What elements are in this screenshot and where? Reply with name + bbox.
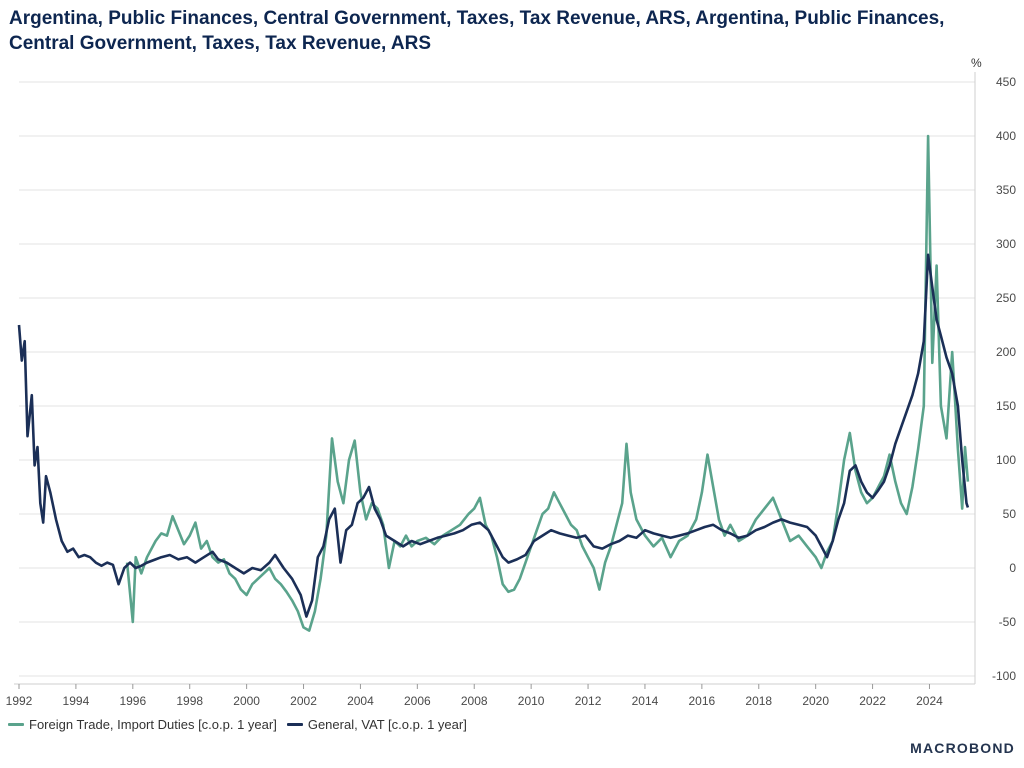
legend: Foreign Trade, Import Duties [c.o.p. 1 y… (8, 717, 477, 732)
x-tick-label: 2018 (745, 694, 772, 708)
x-tick-label: 1996 (119, 694, 146, 708)
y-tick-label: 350 (996, 183, 1016, 197)
x-tick-label: 1994 (63, 694, 90, 708)
x-tick-label: 2016 (689, 694, 716, 708)
legend-label-import-duties: Foreign Trade, Import Duties [c.o.p. 1 y… (29, 717, 277, 732)
legend-swatch-import-duties (8, 723, 24, 726)
series-line-vat (17, 253, 970, 618)
y-tick-label: 100 (996, 453, 1016, 467)
x-tick-label: 2020 (802, 694, 829, 708)
y-tick-label: 150 (996, 399, 1016, 413)
y-tick-label: -100 (992, 669, 1016, 683)
x-axis-ticks: 1992 1994 1996 1998 2000 2002 2004 2006 2008 2010… (6, 684, 943, 708)
y-tick-label: 400 (996, 129, 1016, 143)
y-axis-unit: % (971, 56, 982, 70)
y-tick-label: -50 (999, 615, 1017, 629)
y-tick-label: 50 (1003, 507, 1017, 521)
series-lines (17, 134, 970, 632)
x-tick-label: 2024 (916, 694, 943, 708)
y-tick-label: 200 (996, 345, 1016, 359)
x-tick-label: 2004 (347, 694, 374, 708)
x-tick-label: 2014 (632, 694, 659, 708)
y-axis-ticks: 450 400 350 300 250 200 150 100 50 0 -50 -100 (992, 75, 1016, 683)
series-line-import-duties (125, 134, 970, 632)
x-tick-label: 2022 (859, 694, 886, 708)
x-tick-label: 2000 (233, 694, 260, 708)
y-tick-label: 450 (996, 75, 1016, 89)
x-tick-label: 2008 (461, 694, 488, 708)
x-tick-label: 2006 (404, 694, 431, 708)
legend-swatch-vat (286, 723, 303, 726)
y-tick-label: 0 (1009, 561, 1016, 575)
x-tick-label: 2012 (575, 694, 602, 708)
legend-item-vat: General, VAT [c.o.p. 1 year] (286, 717, 467, 732)
chart-title: Argentina, Public Finances, Central Gove… (9, 8, 945, 54)
x-tick-label: 2002 (290, 694, 317, 708)
x-tick-label: 2010 (518, 694, 545, 708)
legend-label-vat: General, VAT [c.o.p. 1 year] (307, 717, 467, 732)
brand-logo: MACROBOND (910, 740, 1015, 756)
y-tick-label: 300 (996, 237, 1016, 251)
x-tick-label: 1992 (6, 694, 33, 708)
y-tick-label: 250 (996, 291, 1016, 305)
x-tick-label: 1998 (176, 694, 203, 708)
legend-item-import-duties: Foreign Trade, Import Duties [c.o.p. 1 y… (8, 717, 277, 732)
grid-lines (14, 72, 976, 685)
